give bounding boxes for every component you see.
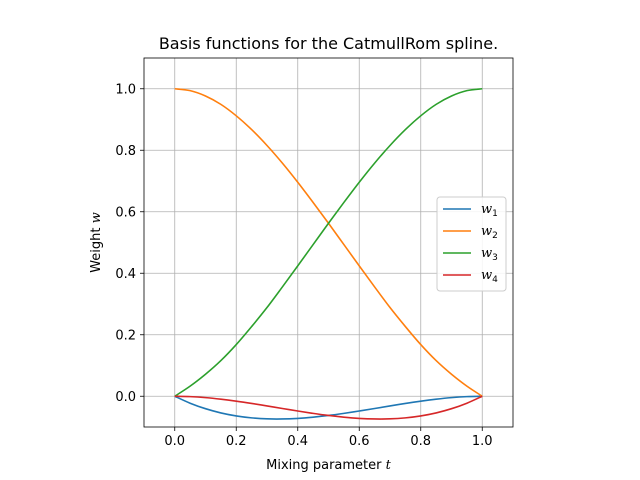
legend-label-w3: w3 xyxy=(481,246,498,263)
legend-label-subscript: 4 xyxy=(492,275,498,285)
series-line-w3 xyxy=(174,87,483,397)
y-tick-label: 0.2 xyxy=(115,328,136,343)
x-tick-label: 0.4 xyxy=(287,434,308,449)
x-tick-label: 1.0 xyxy=(472,434,493,449)
legend-label-w2: w2 xyxy=(481,224,498,241)
x-tick-label: 0.8 xyxy=(410,434,431,449)
legend-label-var: w xyxy=(481,246,492,261)
y-axis-label-var: w xyxy=(89,212,104,223)
y-axis-label: Weight w xyxy=(89,212,104,273)
y-axis-label-prefix: Weight xyxy=(89,223,104,272)
legend-label-subscript: 2 xyxy=(492,231,498,241)
x-axis-label: Mixing parameter t xyxy=(266,458,392,473)
y-tick-label: 0.4 xyxy=(115,267,136,282)
x-tick-label: 0.2 xyxy=(226,434,247,449)
chart-title: Basis functions for the CatmullRom splin… xyxy=(159,34,498,53)
x-tick-label: 0.6 xyxy=(349,434,370,449)
ticks: 0.0 0.2 0.4 0.6 0.8 1.0 0.0 0.2 0.4 0.6 0.8 1.0 xyxy=(115,82,492,449)
series-layer xyxy=(174,87,483,420)
legend-label-var: w xyxy=(481,268,492,283)
x-axis-label-prefix: Mixing parameter xyxy=(266,458,386,473)
legend-label-var: w xyxy=(481,202,492,217)
legend-label-var: w xyxy=(481,224,492,239)
series-line-w4 xyxy=(174,395,483,420)
legend-label-w4: w4 xyxy=(481,268,498,285)
y-tick-label: 0.8 xyxy=(115,144,136,159)
x-axis-label-var: t xyxy=(386,458,392,473)
y-tick-label: 0.0 xyxy=(115,390,136,405)
y-tick-label: 1.0 xyxy=(115,82,136,97)
y-tick-label: 0.6 xyxy=(115,205,136,220)
legend-label-w1: w1 xyxy=(481,202,498,219)
legend-label-subscript: 3 xyxy=(492,253,498,263)
axes-frame xyxy=(143,57,514,428)
x-tick-label: 0.0 xyxy=(164,434,185,449)
legend-label-subscript: 1 xyxy=(492,209,498,219)
legend-frame xyxy=(436,196,507,292)
